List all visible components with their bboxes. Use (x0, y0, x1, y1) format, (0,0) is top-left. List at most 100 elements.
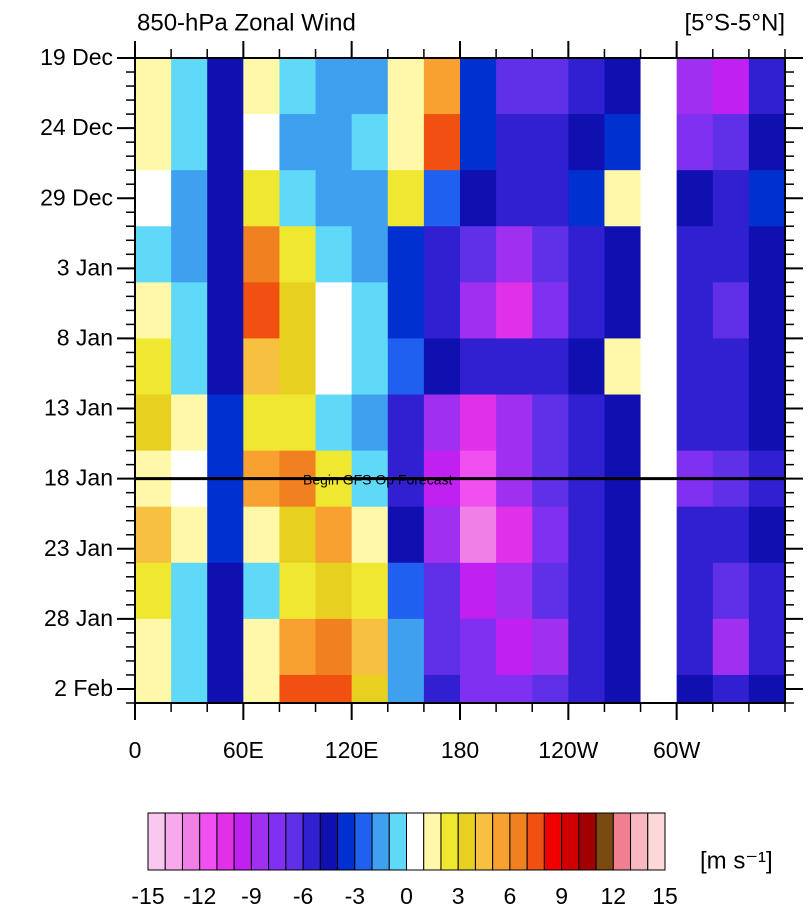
heat-cell (604, 226, 642, 283)
heat-cell (712, 170, 750, 227)
heat-cell (748, 506, 785, 564)
heat-cell (604, 674, 642, 703)
heat-cell (604, 114, 642, 171)
heat-cell (712, 674, 750, 703)
heat-cell (604, 58, 642, 115)
heat-cell (712, 618, 750, 676)
heat-cell (243, 170, 280, 227)
colorbar-box (647, 812, 666, 871)
heat-cell (604, 282, 642, 339)
heat-cell (460, 562, 497, 620)
heat-cell (207, 282, 244, 339)
heat-cell (640, 114, 678, 171)
heat-cell (568, 562, 605, 620)
heat-cell (243, 618, 280, 676)
colorbar-box (457, 812, 476, 871)
heat-cell (568, 338, 605, 396)
heat-cell (532, 226, 569, 283)
heat-cell (748, 338, 785, 396)
heat-cell (351, 618, 389, 676)
colorbar-box (492, 812, 511, 871)
heat-cell (279, 282, 317, 339)
heat-cell (712, 338, 750, 396)
heat-cell (135, 338, 172, 396)
heat-cell (207, 562, 244, 620)
heat-cell (532, 562, 569, 620)
heat-cell (387, 114, 425, 171)
colorbar-box (526, 812, 545, 871)
heat-cell (532, 282, 569, 339)
heat-cell (351, 506, 389, 564)
heat-cell (243, 282, 280, 339)
heat-cell (171, 338, 208, 396)
heat-cell (496, 58, 533, 115)
heat-cell (279, 170, 317, 227)
heat-cell (423, 562, 461, 620)
heat-cell (640, 282, 678, 339)
heat-cell (351, 338, 389, 396)
colorbar-label: -6 (293, 883, 313, 909)
colorbar-box (199, 812, 218, 871)
colorbar-box (233, 812, 252, 871)
colorbar-box (406, 812, 425, 871)
heat-cell (568, 506, 605, 564)
heat-cell (135, 282, 172, 339)
heat-cell (279, 58, 317, 115)
heat-cell (243, 58, 280, 115)
heat-cell (460, 114, 497, 171)
heat-cell (315, 674, 353, 703)
heat-cell (496, 674, 533, 703)
heat-cell (207, 338, 244, 396)
heat-cell (640, 674, 678, 703)
colorbar-label: 15 (652, 883, 678, 909)
heat-cell (387, 226, 425, 283)
heat-cell (279, 114, 317, 171)
heat-cell (351, 170, 389, 227)
heat-cell (460, 674, 497, 703)
heat-cell (423, 338, 461, 396)
y-tick-label: 18 Jan (44, 465, 113, 491)
heat-cell (604, 506, 642, 564)
heat-cell (207, 170, 244, 227)
colorbar-box (423, 812, 442, 871)
heat-cell (460, 58, 497, 115)
heat-cell (243, 226, 280, 283)
heat-cell (135, 394, 172, 452)
heat-cell (676, 562, 714, 620)
heat-cell (135, 170, 172, 227)
colorbar-box (371, 812, 390, 871)
chart-title: 850-hPa Zonal Wind (137, 9, 356, 36)
heat-cell (387, 170, 425, 227)
heat-cell (315, 506, 353, 564)
heat-cell (387, 562, 425, 620)
heat-cell (315, 226, 353, 283)
colorbar-box (164, 812, 183, 871)
x-tick-label: 0 (129, 737, 142, 763)
colorbar-box (285, 812, 304, 871)
heat-cell (712, 562, 750, 620)
heat-cell (532, 338, 569, 396)
heat-cell (279, 394, 317, 452)
x-tick-label: 120W (538, 737, 598, 763)
colorbar-box (561, 812, 580, 871)
heat-cell (387, 394, 425, 452)
heat-cell (315, 282, 353, 339)
y-tick-label: 8 Jan (57, 325, 113, 351)
heat-cell (676, 170, 714, 227)
heat-cell (532, 114, 569, 171)
colorbar-box (474, 812, 494, 871)
heat-cell (604, 394, 642, 452)
heat-cell (207, 58, 244, 115)
colorbar-label: -9 (241, 883, 261, 909)
heat-cell (460, 170, 497, 227)
chart-subtitle: [5°S-5°N] (684, 9, 785, 36)
heat-cell (315, 170, 353, 227)
heat-cell (568, 394, 605, 452)
heat-cell (532, 170, 569, 227)
heat-cell (640, 562, 678, 620)
y-tick-label: 28 Jan (44, 605, 113, 631)
heat-cell (207, 674, 244, 703)
colorbar-units: [m s⁻¹] (700, 847, 773, 874)
heat-cell (423, 58, 461, 115)
colorbar-label: 6 (504, 883, 517, 909)
